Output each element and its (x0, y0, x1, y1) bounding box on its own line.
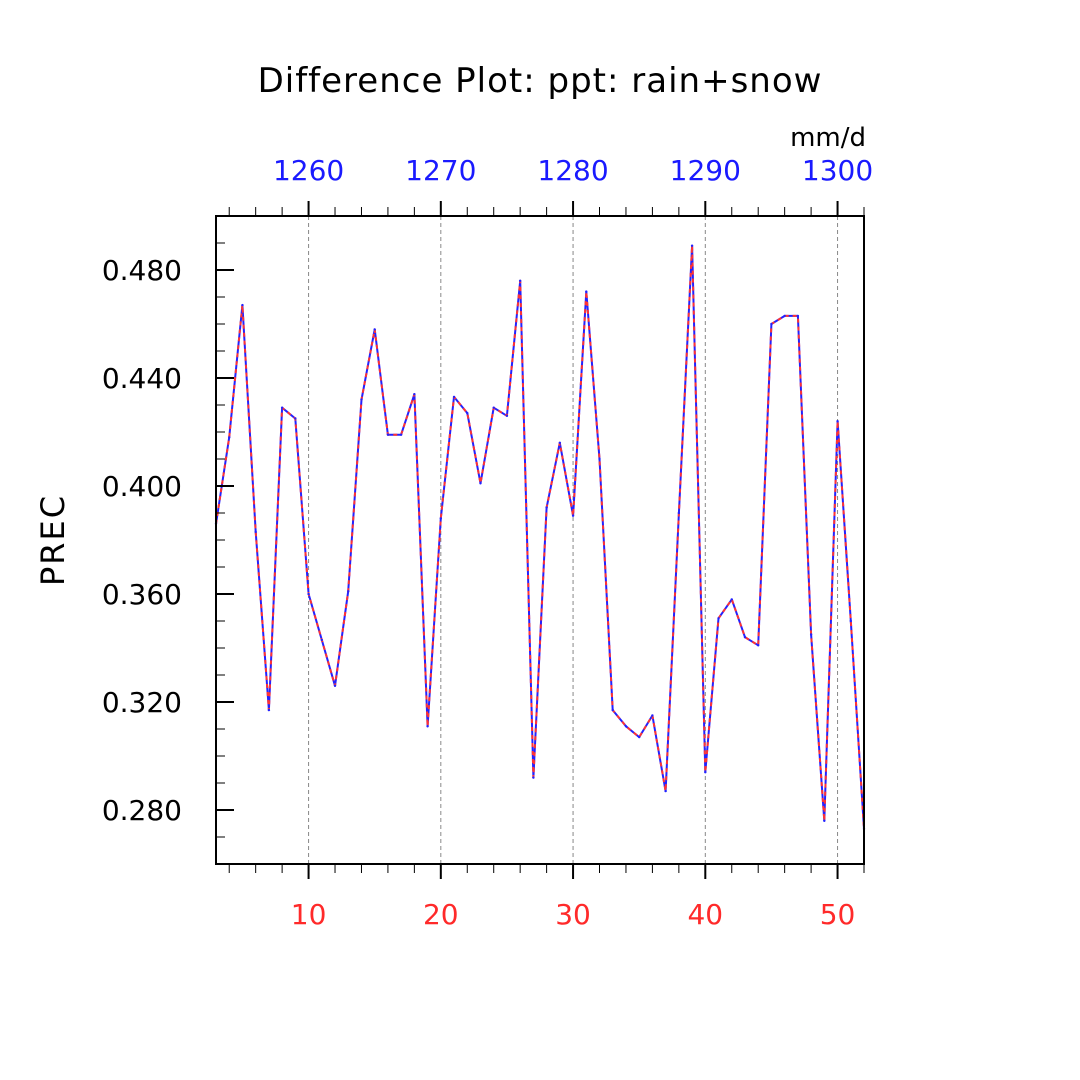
data-point (280, 406, 284, 409)
x-bottom-tick-label: 10 (291, 898, 327, 931)
y-tick-label: 0.280 (102, 794, 182, 827)
data-point (413, 393, 416, 396)
data-point (730, 598, 733, 601)
data-point (823, 819, 826, 822)
data-point (651, 714, 654, 717)
data-point (452, 395, 456, 399)
data-point (664, 789, 667, 793)
data-point (267, 708, 271, 712)
data-point (505, 414, 509, 417)
y-tick-label: 0.480 (102, 254, 182, 287)
data-point (320, 638, 323, 642)
series-line (215, 244, 865, 829)
data-point (677, 511, 681, 515)
data-point (809, 633, 813, 636)
data-point (466, 411, 469, 415)
x-bottom-tick-label: 50 (820, 898, 856, 931)
data-point (545, 506, 548, 509)
data-point (558, 441, 562, 444)
series-line-dashed (215, 244, 865, 829)
chart-title: Difference Plot: ppt: rain+snow (258, 61, 823, 101)
data-point (373, 328, 376, 331)
grid (308, 216, 839, 864)
data-point (611, 708, 614, 712)
data-point (849, 619, 852, 623)
data-point (294, 417, 297, 420)
plot-frame (215, 215, 865, 865)
axes: 0.280 0.320 0.360 0.400 0.440 0.480 10 20 30 40 50… (102, 154, 873, 931)
data-point (241, 303, 244, 307)
data-point (479, 482, 482, 485)
data-point (399, 433, 403, 436)
x-bottom-tick-label: 40 (687, 898, 723, 931)
x-bottom-tick-label: 30 (555, 898, 591, 931)
y-tick-label: 0.440 (102, 362, 182, 395)
x-top-tick-label: 1290 (670, 154, 741, 187)
x-top-tick-label: 1260 (273, 154, 344, 187)
data-point (704, 771, 707, 774)
x-bottom-tick-label: 20 (423, 898, 459, 931)
x-top-tick-label: 1280 (537, 154, 608, 187)
data-point (585, 290, 588, 293)
y-axis-label: PREC (34, 494, 72, 586)
data-point (770, 322, 773, 326)
x-top-tick-label: 1300 (802, 154, 873, 187)
data-point (571, 514, 575, 517)
data-point (254, 530, 257, 534)
data-point (386, 433, 390, 436)
data-point (624, 725, 628, 728)
data-point (743, 636, 747, 639)
plot-area (214, 244, 866, 831)
data-point (532, 776, 535, 779)
data-point (690, 244, 694, 247)
data-point (333, 684, 337, 687)
y-tick-label: 0.320 (102, 686, 182, 719)
data-point (492, 406, 495, 409)
data-point (598, 457, 601, 461)
data-point (757, 644, 760, 647)
data-point (836, 420, 839, 423)
data-point (637, 735, 641, 739)
data-point (796, 314, 800, 318)
data-point (347, 590, 350, 593)
data-point (717, 617, 720, 620)
y-tick-label: 0.400 (102, 470, 182, 503)
data-point (518, 279, 522, 282)
data-point (307, 592, 310, 596)
data-point (228, 436, 231, 439)
data-point (783, 314, 786, 318)
data-point (439, 517, 443, 520)
x-top-tick-label: 1270 (405, 154, 476, 187)
data-point (426, 725, 429, 728)
data-point (360, 398, 363, 401)
units-label: mm/d (790, 123, 866, 153)
y-tick-label: 0.360 (102, 578, 182, 611)
